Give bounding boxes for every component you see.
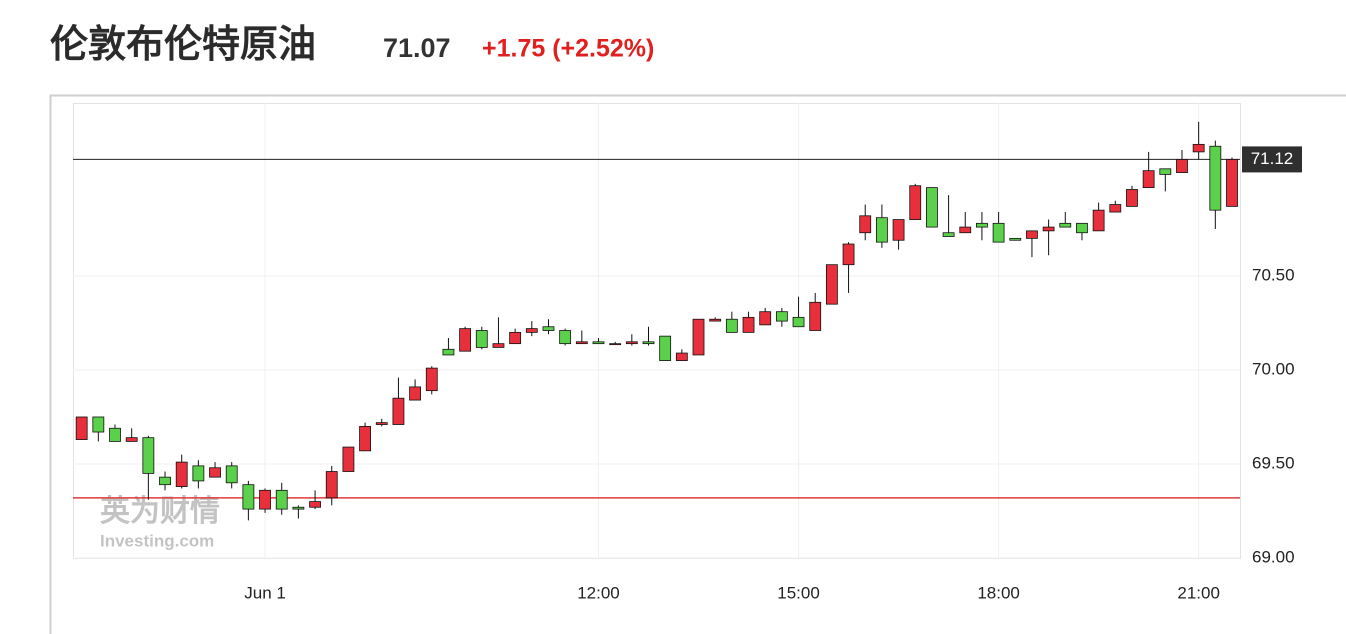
candle-body — [259, 489, 271, 510]
candle-body — [742, 316, 755, 333]
candle-body — [1059, 222, 1072, 228]
candle-body — [909, 185, 922, 220]
candle-body — [709, 318, 722, 322]
watermark-en: Investing.com — [100, 531, 214, 550]
candle-body — [625, 341, 638, 345]
x-tick-label: 15:00 — [777, 583, 820, 602]
candle-body — [175, 461, 188, 487]
candle-body — [809, 301, 822, 331]
candle-body — [192, 465, 205, 482]
candle-body — [775, 311, 788, 322]
candle-body — [509, 331, 522, 345]
candle-body — [542, 326, 555, 331]
candle-body — [1226, 159, 1238, 207]
candle-body — [675, 352, 688, 361]
candle-body — [942, 232, 955, 237]
candle-body — [109, 427, 121, 442]
grid — [73, 103, 1240, 559]
candle-body — [926, 187, 938, 228]
candle-body — [359, 425, 371, 452]
candle-body — [492, 343, 505, 348]
candle-body — [575, 341, 588, 345]
candle-body — [225, 465, 238, 484]
candle-body — [642, 341, 655, 345]
candle-body — [209, 467, 221, 478]
candle-body — [825, 264, 838, 305]
candle-body — [1209, 145, 1222, 211]
plot: 71.12 — [73, 121, 1302, 521]
candle-body — [309, 501, 321, 508]
candle-body — [959, 226, 972, 234]
candle-body — [125, 437, 138, 442]
candle-body — [1092, 209, 1105, 232]
watermark: 英为财情 Investing.com — [100, 495, 220, 551]
price-change: +1.75 (+2.52%) — [482, 35, 654, 63]
candle-body — [92, 416, 105, 433]
candle-body — [1076, 222, 1088, 234]
candle-body — [692, 318, 705, 356]
candle-body — [759, 311, 772, 326]
candle-body — [1142, 170, 1155, 189]
last-price-label: 71.12 — [1251, 149, 1294, 168]
y-tick-label: 69.00 — [1252, 547, 1295, 566]
chart-frame — [49, 94, 1346, 634]
candle-body — [442, 348, 455, 356]
candle-body — [342, 446, 355, 472]
candle-body — [1109, 204, 1122, 213]
title: 伦敦布伦特原油 — [50, 24, 316, 66]
candle-body — [292, 506, 305, 510]
last-price-box — [1242, 146, 1302, 173]
candle-body — [1159, 168, 1172, 175]
candle-body — [275, 489, 288, 510]
candle-body — [1126, 189, 1138, 207]
candle-body — [1026, 230, 1038, 239]
candle-body — [1009, 237, 1022, 241]
candle-body — [459, 328, 472, 352]
candle-body — [242, 484, 255, 510]
candle-body — [859, 215, 872, 234]
candle-body — [475, 330, 488, 348]
x-tick-label: 12:00 — [577, 583, 620, 602]
x-tick-label: 18:00 — [977, 583, 1020, 602]
candle-body — [842, 243, 855, 266]
candle-body — [725, 318, 738, 333]
candle-body — [325, 471, 338, 499]
x-tick-label: 21:00 — [1177, 583, 1220, 602]
candle-body — [75, 416, 88, 440]
y-tick-label: 70.00 — [1252, 359, 1295, 378]
candle-body — [159, 476, 171, 486]
y-tick-label: 69.50 — [1252, 453, 1295, 472]
candle-body — [976, 222, 988, 228]
candle-body — [875, 217, 888, 243]
candle-body — [992, 222, 1005, 243]
candle-body — [525, 328, 538, 333]
candle-body — [792, 316, 805, 328]
candle-body — [409, 386, 421, 401]
price: 71.07 — [383, 33, 451, 63]
candle-body — [1176, 159, 1188, 173]
candle-body — [142, 437, 155, 474]
candle-body — [392, 397, 405, 425]
candle-body — [892, 219, 905, 241]
candle-body — [1192, 143, 1205, 153]
candle-body — [592, 341, 605, 345]
candle-body — [375, 422, 388, 425]
candle-body — [1042, 226, 1055, 232]
y-tick-label: 70.50 — [1252, 265, 1295, 284]
x-tick-label: Jun 1 — [244, 583, 286, 602]
watermark-cn: 英为财情 — [100, 495, 220, 528]
candle-body — [425, 367, 438, 392]
candle-body — [659, 335, 672, 361]
candle-body — [559, 330, 572, 345]
candle-body — [609, 343, 622, 346]
